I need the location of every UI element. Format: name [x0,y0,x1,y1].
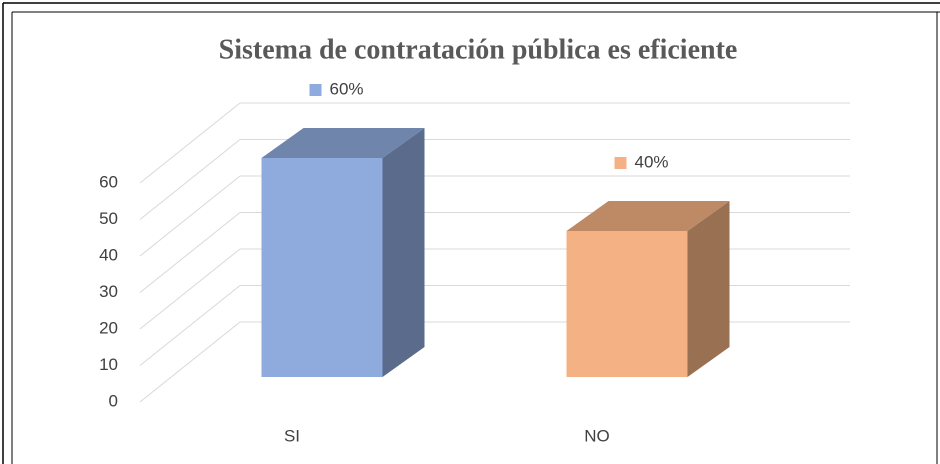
bar [566,231,688,377]
label-marker [309,84,322,96]
y-tick-label: 60 [99,172,118,191]
chart-title: Sistema de contratación pública es efici… [219,34,738,65]
bar-side [687,201,730,377]
bar-top [566,201,730,231]
bar [261,158,383,377]
grid-line [139,321,241,403]
y-tick-label: 40 [99,245,118,264]
data-label: 60% [330,79,364,98]
grid-line [139,212,241,293]
x-tick-label: NO [584,426,610,445]
grid-line [139,248,241,330]
x-tick-label: SI [284,426,300,445]
y-tick-label: 50 [99,209,118,228]
y-tick-label: 20 [99,318,118,337]
y-tick-label: 30 [99,282,118,301]
y-tick-label: 10 [99,355,118,374]
bar-side [382,128,425,377]
label-marker [614,157,627,169]
y-tick-label: 0 [109,391,118,410]
grid-line [139,102,241,184]
grid-line [139,175,241,257]
grid-line [139,139,241,220]
grid-line [139,285,241,366]
data-label: 40% [635,152,669,171]
bar-top [261,128,425,158]
